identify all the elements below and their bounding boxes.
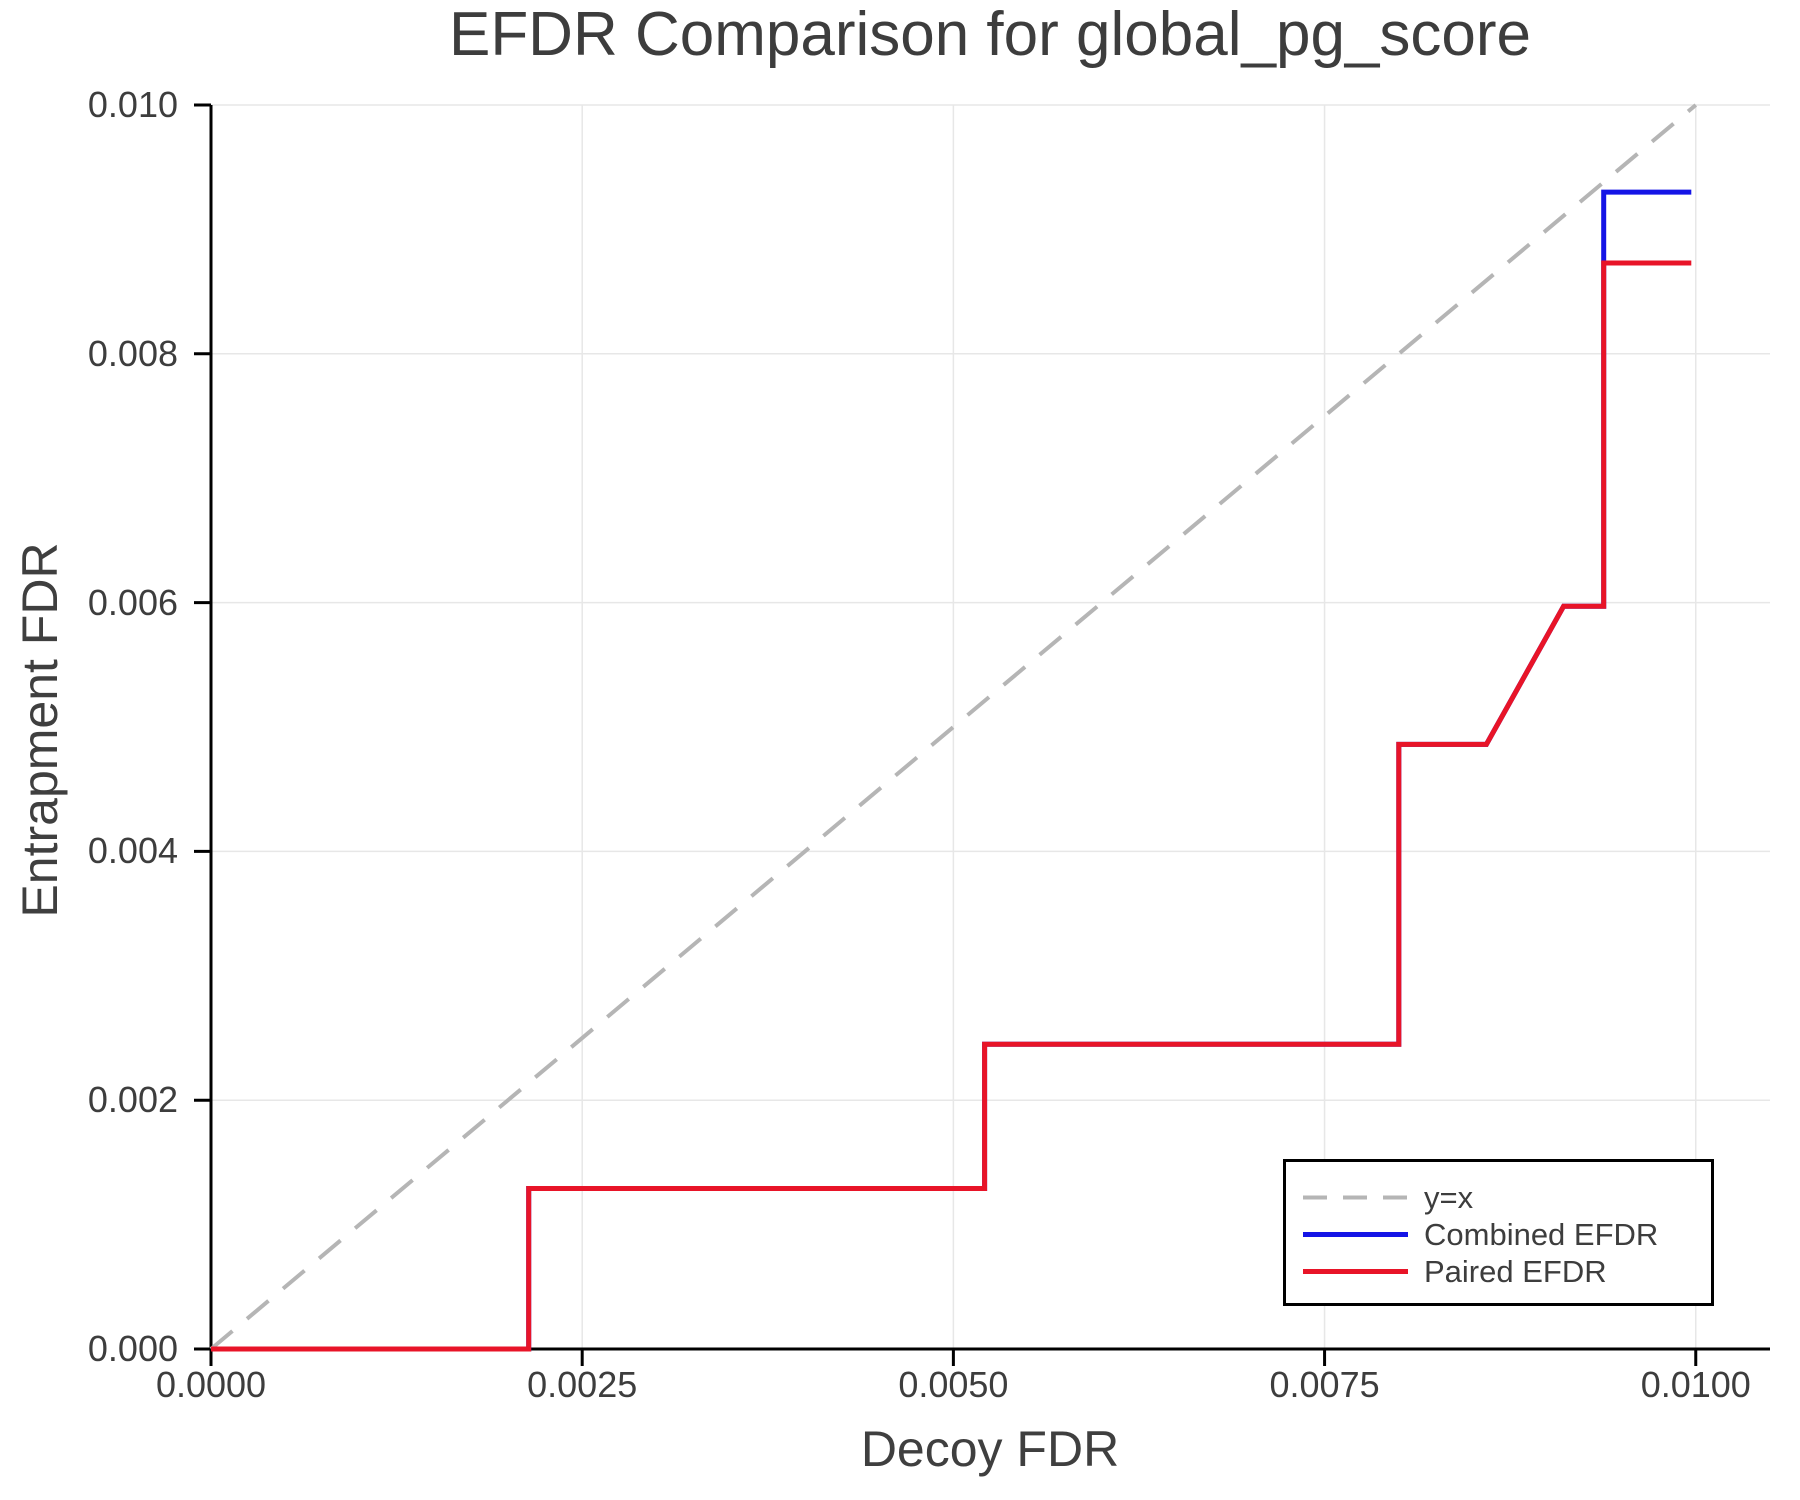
y-tick-label: 0.008 — [87, 332, 178, 374]
legend-row-combined: Combined EFDR — [1300, 1216, 1711, 1253]
y-tick-label: 0.002 — [87, 1079, 178, 1121]
legend-label-identity: y=x — [1424, 1180, 1474, 1215]
legend-label-paired: Paired EFDR — [1424, 1254, 1607, 1289]
x-tick-label: 0.0075 — [1269, 1364, 1380, 1405]
x-tick-label: 0.0050 — [898, 1364, 1009, 1405]
blue-line-sample-icon — [1303, 1232, 1408, 1237]
y-tick-label: 0.006 — [87, 581, 178, 623]
x-axis-title: Decoy FDR — [860, 1421, 1120, 1477]
red-line-sample-icon — [1303, 1269, 1408, 1274]
x-tick-label: 0.0000 — [155, 1364, 267, 1405]
x-tick-label: 0.0100 — [1640, 1364, 1751, 1405]
y-tick-label: 0.000 — [87, 1328, 178, 1369]
x-tick-label: 0.0025 — [527, 1364, 638, 1405]
legend: y=x Combined EFDR Paired EFDR — [1283, 1159, 1714, 1306]
y-tick-label: 0.010 — [87, 84, 178, 125]
chart-title: EFDR Comparison for global_pg_score — [448, 0, 1532, 69]
legend-row-paired: Paired EFDR — [1300, 1253, 1711, 1290]
dashed-line-sample-icon — [1303, 1195, 1408, 1200]
paired-efdr-line — [211, 260, 1692, 1352]
legend-label-combined: Combined EFDR — [1424, 1217, 1659, 1252]
identity-line — [209, 103, 1698, 1351]
y-tick-label: 0.004 — [87, 830, 178, 872]
legend-row-identity: y=x — [1300, 1179, 1711, 1216]
